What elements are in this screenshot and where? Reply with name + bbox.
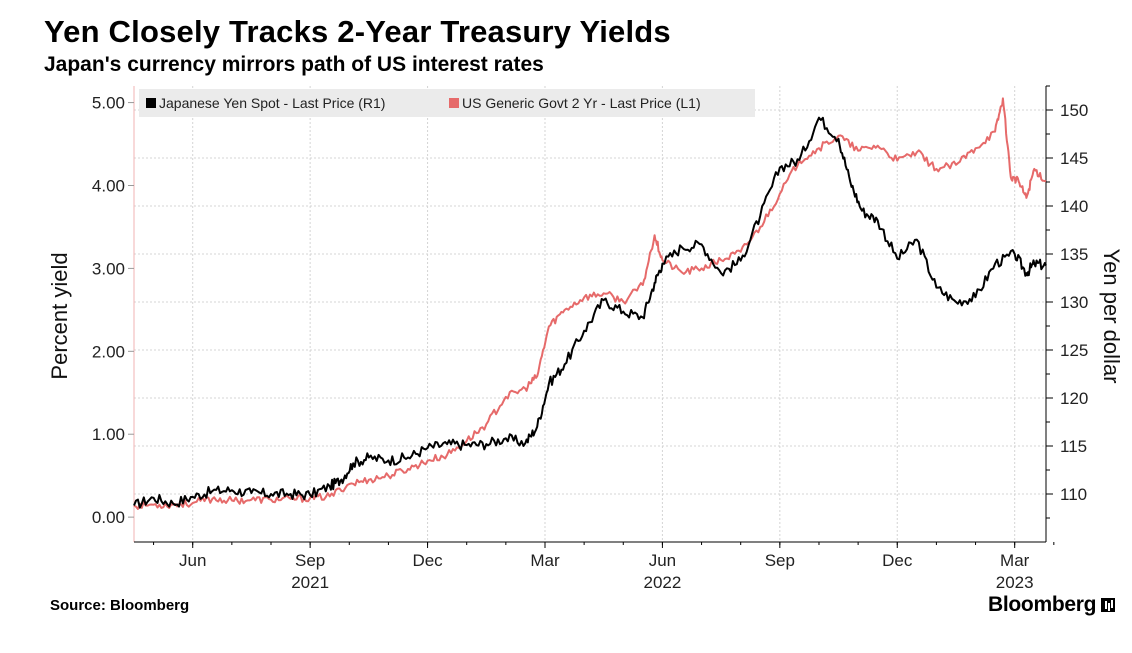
right-tick-label: 130 xyxy=(1060,293,1088,312)
right-axis-label: Yen per dollar xyxy=(1099,249,1124,384)
series-layer xyxy=(133,97,1047,510)
plot-area xyxy=(134,86,1046,542)
legend-swatch-yen xyxy=(146,98,156,108)
legend-label-treasury: US Generic Govt 2 Yr - Last Price (L1) xyxy=(462,95,701,111)
right-tick-label: 135 xyxy=(1060,245,1088,264)
left-tick-label: 2.00 xyxy=(92,342,125,361)
right-tick-label: 120 xyxy=(1060,389,1088,408)
legend-box xyxy=(139,89,755,117)
x-year-label: 2023 xyxy=(996,573,1034,592)
x-tick-label: Mar xyxy=(530,551,560,570)
x-tick-label: Jun xyxy=(649,551,676,570)
x-tick-label: Sep xyxy=(765,551,795,570)
right-tick-label: 145 xyxy=(1060,149,1088,168)
left-tick-label: 5.00 xyxy=(92,94,125,113)
chart-subtitle: Japan's currency mirrors path of US inte… xyxy=(44,53,544,76)
left-axis-label: Percent yield xyxy=(47,252,72,379)
legend-swatch-treasury xyxy=(449,98,459,108)
x-year-label: 2022 xyxy=(643,573,681,592)
right-tick-label: 150 xyxy=(1060,101,1088,120)
right-tick-label: 125 xyxy=(1060,341,1088,360)
left-tick-label: 0.00 xyxy=(92,508,125,527)
series-line-yen xyxy=(133,116,1047,509)
grid xyxy=(134,86,1046,542)
chart-title: Yen Closely Tracks 2-Year Treasury Yield… xyxy=(44,14,671,49)
right-tick-label: 115 xyxy=(1060,437,1087,456)
x-year-label: 2021 xyxy=(291,573,329,592)
left-tick-label: 1.00 xyxy=(92,425,125,444)
right-tick-label: 140 xyxy=(1060,197,1088,216)
source-note: Source: Bloomberg xyxy=(50,597,190,614)
legend: Japanese Yen Spot - Last Price (R1) US G… xyxy=(139,89,755,117)
bloomberg-terminal-icon xyxy=(1101,598,1116,612)
left-tick-label: 3.00 xyxy=(92,259,125,278)
x-tick-label: Sep xyxy=(295,551,325,570)
x-tick-label: Dec xyxy=(412,551,443,570)
x-tick-label: Dec xyxy=(882,551,913,570)
x-tick-label: Mar xyxy=(1000,551,1030,570)
brand-name: Bloomberg xyxy=(988,593,1097,616)
x-tick-label: Jun xyxy=(179,551,206,570)
left-tick-label: 4.00 xyxy=(92,176,125,195)
legend-label-yen: Japanese Yen Spot - Last Price (R1) xyxy=(159,95,385,111)
brand-logo: Bloomberg xyxy=(988,593,1116,617)
axes: 0.00 1.00 2.00 3.00 4.00 5.00 110 115 120 125 130 1… xyxy=(92,85,1088,592)
right-tick-label: 110 xyxy=(1060,485,1087,504)
